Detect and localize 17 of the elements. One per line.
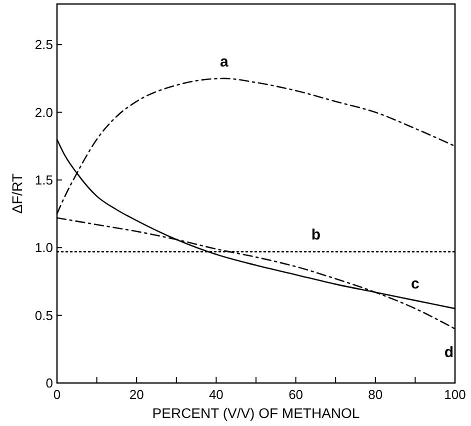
y-axis-title: ΔF/RT bbox=[9, 172, 25, 214]
y-tick-label: 2.5 bbox=[34, 37, 53, 52]
series-label: b bbox=[311, 226, 321, 244]
y-tick-label: 1.5 bbox=[34, 172, 53, 188]
series-label: a bbox=[220, 53, 229, 70]
series-label: c bbox=[411, 275, 420, 292]
y-tick-label: 2.0 bbox=[34, 104, 53, 120]
y-tick-label: 1.0 bbox=[34, 240, 53, 256]
series-label: d bbox=[444, 344, 454, 361]
x-axis-title: PERCENT (V/V) OF METHANOL bbox=[152, 405, 360, 421]
x-tick-label: 20 bbox=[129, 387, 144, 402]
y-tick-label: 0.5 bbox=[34, 308, 53, 323]
y-tick-label: 0 bbox=[46, 376, 53, 390]
x-tick-label: 80 bbox=[368, 387, 383, 402]
x-tick-label: 100 bbox=[444, 387, 466, 402]
x-tick-label: 60 bbox=[288, 387, 304, 402]
x-tick-label: 40 bbox=[208, 387, 224, 402]
